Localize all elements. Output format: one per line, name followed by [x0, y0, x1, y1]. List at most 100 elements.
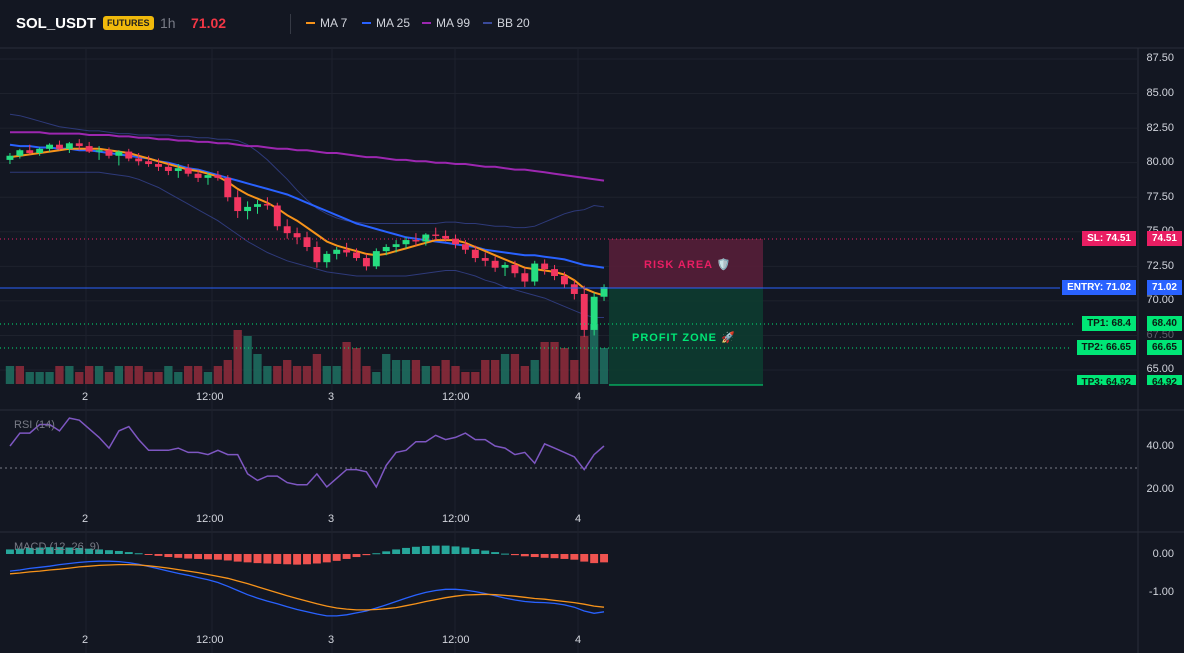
candle-body [46, 144, 54, 149]
candle-body [95, 150, 103, 152]
volume-bar [560, 348, 569, 384]
tp3-tag: TP3: 64.92 [1076, 375, 1136, 385]
volume-bar [134, 366, 143, 384]
sl-tag: SL: 74.51 [1082, 231, 1136, 246]
legend-label: MA 25 [376, 16, 411, 30]
macd-histogram-bar [164, 554, 173, 558]
candle-body [422, 234, 430, 242]
volume-bar [263, 366, 272, 384]
macd-histogram-bar [441, 545, 450, 554]
candle-body [353, 252, 360, 259]
macd-histogram-bar [253, 554, 262, 564]
candle-body [145, 161, 153, 165]
price-tick: 82.50 [1146, 122, 1174, 134]
candle-body [491, 260, 499, 268]
volume-bar [243, 336, 252, 384]
candle-body [501, 264, 509, 268]
volume-bar [5, 366, 15, 384]
macd-histogram-bar [382, 551, 391, 554]
macd-histogram-bar [590, 554, 599, 564]
candle-body [75, 143, 83, 147]
rsi-tick: 40.00 [1146, 440, 1174, 452]
macd-histogram-bar [520, 554, 529, 557]
candle-body [273, 205, 281, 227]
time-tick: 12:00 [196, 513, 224, 525]
macd-histogram-bar [65, 547, 74, 554]
time-tick: 2 [82, 391, 89, 403]
volume-bar [580, 336, 589, 384]
tp2-tag: TP2: 66.65 [1076, 340, 1136, 355]
macd-histogram-bar [223, 554, 232, 561]
bb-upper-line [9, 113, 605, 229]
symbol-name[interactable]: SOL_USDT [16, 15, 97, 32]
candle-body [481, 258, 489, 261]
tp1-tag: TP1: 68.4 [1082, 316, 1136, 331]
volume-bar [481, 360, 490, 384]
volume-bar [184, 366, 193, 384]
volume-bar [372, 372, 381, 384]
profit-zone-box [609, 288, 763, 385]
volume-bar [203, 372, 213, 384]
ma99-swatch [422, 22, 431, 24]
candle-body [254, 204, 261, 207]
candle-body [402, 240, 410, 245]
volume-bar [164, 366, 173, 384]
futures-badge: FUTURES [103, 16, 154, 30]
macd-histogram-bar [471, 549, 480, 554]
volume-bar [570, 360, 579, 384]
volume-bar [292, 366, 302, 384]
candle-body [590, 296, 598, 330]
trade-level-lines [0, 238, 1075, 349]
macd-histogram-bar [105, 550, 113, 554]
legend-ma7[interactable]: MA 7 [306, 16, 347, 30]
candle-body [313, 246, 321, 263]
macd-histogram-bar [431, 545, 440, 554]
macd-histogram-bar [362, 554, 371, 556]
candle-body [214, 175, 222, 178]
legend-ma25[interactable]: MA 25 [362, 16, 410, 30]
legend-bb20[interactable]: BB 20 [483, 16, 530, 30]
macd-histogram-bar [184, 554, 193, 559]
time-tick: 12:00 [196, 634, 224, 646]
candle-body [174, 168, 182, 171]
macd-histogram-bar [95, 549, 104, 554]
legend-ma99[interactable]: MA 99 [422, 16, 470, 30]
candle-body [65, 143, 73, 149]
volume-bar [283, 360, 292, 384]
volume-bar [65, 366, 74, 384]
time-tick: 12:00 [442, 391, 470, 403]
macd-histogram-bar [510, 554, 519, 556]
macd-histogram-bar [402, 547, 410, 554]
volume-bar [174, 372, 183, 384]
timeframe-label[interactable]: 1h [160, 15, 176, 31]
candle-body [551, 269, 559, 277]
macd-histogram-bar [134, 553, 143, 555]
candle-body [36, 148, 44, 153]
profit-zone-label: PROFIT ZONE 🚀 [632, 332, 736, 344]
macd-histogram-bar [491, 552, 500, 554]
volume-bar [25, 372, 34, 384]
macd-histogram-bar [303, 554, 311, 565]
volume-bar [550, 342, 559, 384]
macd-histogram-bar [312, 554, 321, 564]
volume-bar [451, 366, 460, 384]
time-tick: 3 [328, 391, 335, 403]
volume-bar [391, 360, 401, 384]
entry-price-tag: 71.02 [1146, 280, 1182, 295]
candle-body [412, 240, 420, 242]
bollinger-bands [9, 113, 605, 318]
candle-body [333, 249, 341, 254]
volume-bar [431, 366, 440, 384]
rsi-line [9, 417, 605, 489]
candle-body [343, 249, 351, 253]
candle-body [372, 251, 380, 267]
volume-bar [55, 366, 64, 384]
volume-bar [342, 342, 351, 384]
macd-histogram-bar [45, 547, 54, 554]
legend-label: MA 7 [320, 16, 348, 30]
macd-histogram-bar [411, 546, 420, 554]
macd-histogram-bar [560, 554, 569, 559]
macd-histogram-bar [501, 553, 509, 555]
candle-body [164, 166, 172, 171]
